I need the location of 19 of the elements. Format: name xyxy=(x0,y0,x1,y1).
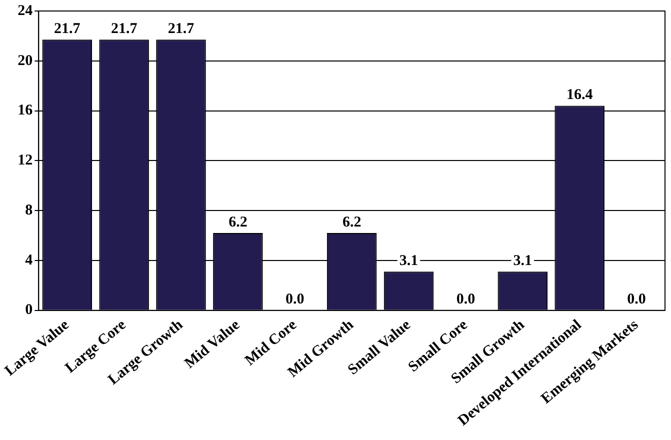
data-label: 21.7 xyxy=(54,21,81,38)
data-label: 21.7 xyxy=(168,21,195,38)
y-tick-label: 4 xyxy=(25,252,34,268)
data-label: 21.7 xyxy=(110,21,138,38)
y-tick-label: 12 xyxy=(18,152,33,169)
data-label: 0.0 xyxy=(286,292,304,308)
y-tick-label: 8 xyxy=(25,202,33,218)
y-tick-label: 16 xyxy=(18,102,34,119)
data-label: 6.2 xyxy=(342,214,362,230)
data-label: 3.1 xyxy=(513,253,532,270)
data-label: 0.0 xyxy=(456,292,476,308)
data-label: 0.0 xyxy=(627,292,646,308)
y-tick-label: 0 xyxy=(25,302,33,318)
y-tick-label: 20 xyxy=(18,52,33,69)
data-label: 16.4 xyxy=(566,87,594,104)
data-label: 3.1 xyxy=(399,253,418,270)
x-tick-label: Mid Value xyxy=(182,316,244,372)
y-tick-label: 24 xyxy=(18,2,34,19)
data-label: 6.2 xyxy=(228,214,248,230)
